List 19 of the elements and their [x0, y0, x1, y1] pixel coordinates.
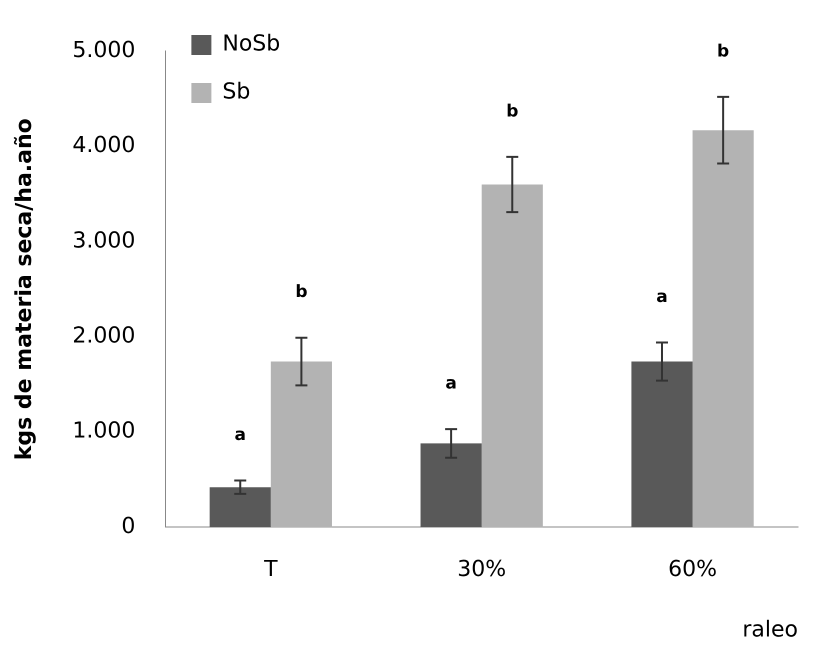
y-tick-label: 5.000	[72, 38, 136, 63]
annotation: b	[506, 101, 518, 122]
annotation: a	[234, 424, 246, 445]
x-tick-label: 30%	[457, 557, 506, 582]
annotation: b	[717, 41, 730, 62]
y-tick-label: 0	[121, 514, 136, 539]
x-axis-title: raleo	[742, 618, 798, 643]
y-tick-label: 4.000	[72, 133, 136, 158]
annotation: b	[295, 282, 308, 302]
x-tick-label: 60%	[668, 557, 718, 582]
legend-label: Sb	[222, 80, 250, 105]
annotation: a	[445, 374, 457, 394]
y-tick-label: 2.000	[72, 324, 136, 349]
y-tick-label: 1.000	[72, 418, 136, 444]
y-axis-title: kgs de materia seca/ha.año	[12, 118, 37, 460]
legend-label: NoSb	[222, 32, 280, 57]
annotation: a	[656, 286, 668, 307]
y-tick-label: 3.000	[72, 228, 136, 254]
x-tick-label: T	[263, 557, 278, 582]
